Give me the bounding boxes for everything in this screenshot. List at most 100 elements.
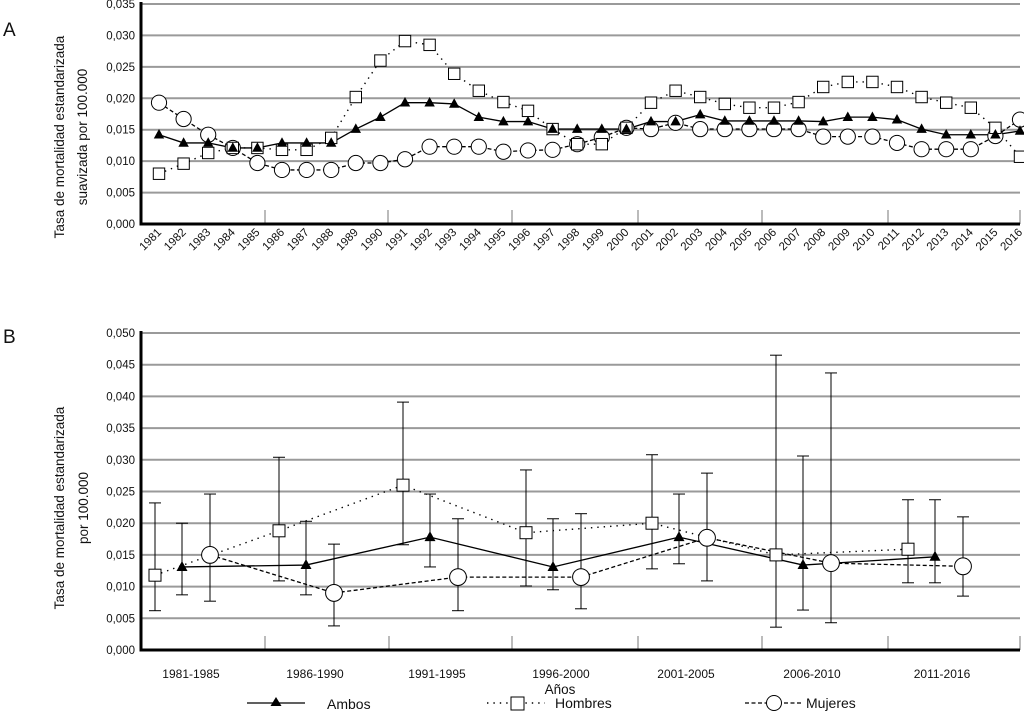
x-tick-label: 1997 — [531, 227, 558, 254]
data-point-square — [202, 146, 215, 160]
data-point-circle — [839, 128, 856, 145]
error-bar — [646, 454, 658, 570]
data-point-triangle — [940, 129, 952, 139]
data-point-triangle — [571, 123, 583, 133]
y-tick-label: 0,005 — [106, 613, 135, 625]
data-point-triangle — [202, 137, 214, 147]
data-point-triangle — [744, 115, 755, 125]
data-point-triangle — [867, 111, 878, 121]
x-tick-label: 2002 — [654, 227, 681, 254]
category-label: 2011-2016 — [914, 667, 971, 681]
data-point-circle — [544, 141, 561, 158]
category-label: 1991-1995 — [408, 667, 466, 681]
x-tick-label: 1993 — [433, 227, 460, 254]
data-point-square — [472, 84, 486, 97]
y-tick-label: 0,000 — [106, 219, 135, 231]
data-point-circle — [519, 142, 537, 159]
data-point-circle — [954, 557, 972, 576]
legend-item-mujeres: Mujeres — [745, 695, 856, 711]
data-point-square — [398, 34, 412, 48]
legend: Ambos Hombres Mujeres — [247, 695, 856, 712]
category-label: 1996-2000 — [532, 667, 590, 681]
markers-mujeres — [201, 528, 972, 602]
x-tick-label: 2015 — [974, 227, 1001, 254]
data-point-triangle — [817, 115, 829, 126]
x-tick-label: 2012 — [900, 227, 927, 254]
data-point-triangle — [300, 559, 312, 570]
data-point-square — [177, 157, 190, 170]
y-tick-label: 0,035 — [106, 0, 135, 11]
data-point-square — [940, 96, 953, 109]
data-point-circle — [962, 141, 979, 158]
panel-a-ylabel-line-1: Tasa de mortalidad estandarizada — [52, 35, 67, 238]
x-tick-label: 1999 — [580, 227, 607, 254]
data-point-square — [374, 54, 387, 67]
data-point-circle — [815, 128, 832, 145]
data-point-triangle — [990, 129, 1001, 139]
data-point-triangle — [793, 115, 804, 125]
error-bar — [424, 493, 436, 568]
data-point-triangle — [176, 560, 188, 571]
category-label: 2006-2010 — [783, 667, 841, 681]
data-point-circle — [396, 151, 414, 168]
data-point-triangle — [424, 531, 436, 542]
y-tick-label: 0,015 — [106, 550, 135, 562]
x-tick-label: 1981 — [138, 227, 165, 254]
series-line — [181, 536, 936, 568]
x-tick-label: 2008 — [802, 227, 829, 254]
panel-b-series — [148, 478, 972, 602]
error-bar — [957, 516, 969, 597]
x-tick-label: 1996 — [507, 227, 534, 254]
x-tick-label: 2009 — [826, 227, 853, 254]
error-bar — [797, 455, 809, 611]
data-point-circle — [938, 141, 955, 158]
panel-a-chart: 0,000 0,005 0,010 0,015 0,020 0,025 0,030 0,035… — [52, 0, 1024, 253]
data-point-square — [571, 137, 584, 151]
data-point-triangle — [891, 113, 903, 124]
data-point-square — [644, 96, 658, 109]
data-point-square — [743, 101, 756, 114]
series-mujeres — [209, 537, 964, 594]
series-ambos — [181, 536, 936, 568]
data-point-square — [423, 38, 436, 52]
data-point-square — [669, 84, 682, 97]
error-bar — [770, 354, 782, 628]
data-point-triangle — [227, 142, 239, 152]
legend-label-ambos: Ambos — [327, 696, 371, 712]
data-point-triangle — [252, 142, 263, 152]
data-point-triangle — [621, 123, 632, 133]
data-point-circle — [325, 584, 343, 602]
data-point-square — [866, 75, 879, 89]
x-tick-label: 1988 — [310, 227, 337, 254]
data-point-square — [769, 548, 783, 562]
data-point-triangle — [547, 123, 558, 133]
x-tick-label: 1992 — [408, 227, 435, 254]
data-point-circle — [572, 568, 590, 586]
category-label: 1981-1985 — [162, 667, 220, 681]
panel-a-series — [150, 34, 1024, 180]
data-point-triangle — [375, 111, 386, 121]
markers-hombres — [152, 34, 1024, 180]
panel-b-y-tick-labels: 0,000 0,005 0,010 0,015 0,020 0,025 0,030 0,035… — [106, 328, 135, 657]
error-bar — [149, 502, 161, 612]
markers-mujeres — [150, 94, 1024, 179]
data-point-square — [767, 101, 781, 114]
data-point-square — [396, 478, 410, 492]
data-point-triangle — [301, 137, 312, 147]
data-point-triangle — [673, 531, 685, 542]
category-label: 1986-1990 — [286, 667, 344, 681]
data-point-circle — [1011, 111, 1024, 128]
y-tick-label: 0,020 — [106, 518, 135, 530]
panel-b-category-labels: 1981-1985 1986-1990 1991-1995 1996-2000 2001… — [162, 667, 970, 681]
error-bar — [273, 456, 285, 582]
data-point-circle — [150, 94, 168, 111]
y-tick-label: 0,010 — [106, 582, 135, 594]
series-mujeres — [158, 102, 1021, 171]
x-tick-label: 1998 — [556, 227, 583, 254]
y-tick-label: 0,035 — [106, 423, 135, 435]
panel-a-axes — [139, 2, 1021, 226]
y-tick-label: 0,030 — [106, 30, 135, 42]
data-point-circle — [698, 528, 716, 547]
data-point-triangle — [1014, 125, 1024, 135]
panel-a-gridlines — [141, 3, 1020, 194]
